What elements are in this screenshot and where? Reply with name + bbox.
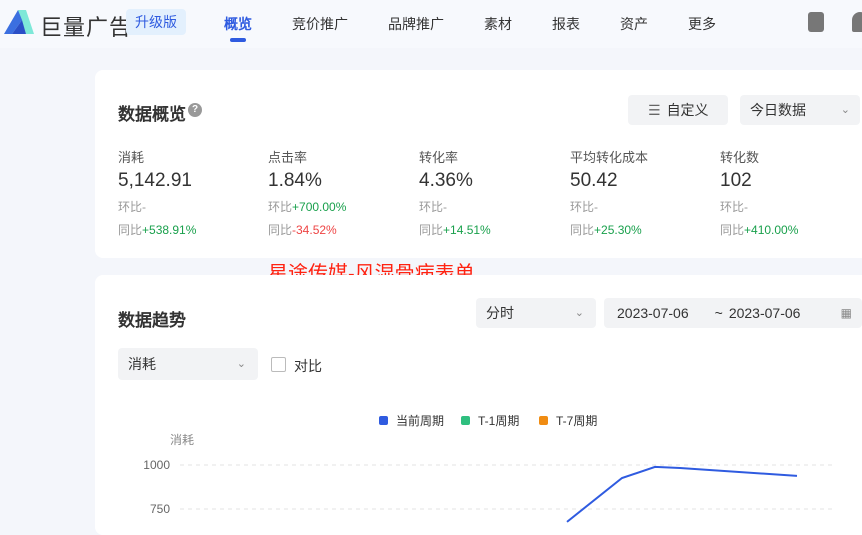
metric-yoy: 同比+14.51% xyxy=(419,223,491,237)
metric-value: 4.36% xyxy=(419,170,473,191)
series-line-0 xyxy=(566,465,798,523)
legend-label: T-7周期 xyxy=(556,414,598,428)
overview-title: 数据概览 xyxy=(118,105,186,124)
metric-yoy: 同比+25.30% xyxy=(570,223,642,237)
customize-label: 自定义 xyxy=(666,102,709,118)
y-axis-label: 消耗 xyxy=(170,433,194,447)
metric-mom: 环比- xyxy=(118,200,146,214)
y-tick-label: 1000 xyxy=(143,458,170,472)
upgrade-badge[interactable]: 升级版 xyxy=(126,9,186,35)
granularity-label: 分时 xyxy=(486,305,514,321)
overview-card xyxy=(95,70,862,258)
legend-swatch xyxy=(379,416,388,425)
metric-label: 消耗 xyxy=(128,356,156,372)
metric-select[interactable]: 消耗 ⌄ xyxy=(118,348,258,380)
nav-brand[interactable]: 品牌推广 xyxy=(388,16,444,32)
top-nav: 巨量广告 升级版 概览 竞价推广 品牌推广 素材 报表 资产 更多 xyxy=(0,0,862,48)
metric-label: 转化数 xyxy=(720,150,760,165)
metric-label: 转化率 xyxy=(419,150,459,165)
y-tick-label: 750 xyxy=(150,502,170,516)
metric-label: 平均转化成本 xyxy=(570,150,649,165)
range-select[interactable]: 今日数据 ⌄ xyxy=(740,95,860,125)
compare-checkbox[interactable] xyxy=(271,357,286,372)
date-separator: ~ xyxy=(714,305,723,321)
date-from[interactable]: 2023-07-06 xyxy=(617,305,689,321)
legend-t7[interactable]: T-7周期 xyxy=(539,412,597,429)
metric-value: 5,142.91 xyxy=(118,170,192,191)
metric-mom: 环比- xyxy=(570,200,598,214)
brand-name: 巨量广告 xyxy=(40,15,133,40)
legend-t1[interactable]: T-1周期 xyxy=(461,412,519,429)
metric-0: 消耗 5,142.91 环比- 同比+538.91% xyxy=(118,147,268,238)
metric-mom: 环比+700.00% xyxy=(268,200,347,214)
chevron-down-icon: ⌄ xyxy=(840,104,850,116)
help-icon[interactable]: ? xyxy=(188,103,202,117)
date-range-picker[interactable]: 2023-07-06 ~2023-07-06 ▦ xyxy=(604,298,862,328)
metric-mom: 环比- xyxy=(720,200,748,214)
metric-value: 50.42 xyxy=(570,170,618,191)
calendar-icon: ▦ xyxy=(840,306,852,320)
list-icon: ☰ xyxy=(648,102,661,118)
metric-value: 102 xyxy=(720,170,752,191)
legend-label: 当前周期 xyxy=(396,414,445,428)
metric-3: 平均转化成本 50.42 环比- 同比+25.30% xyxy=(570,147,720,238)
date-to[interactable]: 2023-07-06 xyxy=(728,305,801,321)
nav-bidding[interactable]: 竞价推广 xyxy=(292,16,348,32)
metric-yoy: 同比-34.52% xyxy=(268,223,337,237)
trend-title: 数据趋势 xyxy=(118,311,186,330)
range-label: 今日数据 xyxy=(750,102,806,118)
nav-material[interactable]: 素材 xyxy=(484,16,512,32)
nav-overview[interactable]: 概览 xyxy=(224,16,252,42)
metric-yoy: 同比+538.91% xyxy=(118,223,197,237)
metric-label: 点击率 xyxy=(268,150,308,165)
metric-2: 转化率 4.36% 环比- 同比+14.51% xyxy=(419,147,569,238)
metric-yoy: 同比+410.00% xyxy=(720,223,799,237)
metric-mom: 环比- xyxy=(419,200,447,214)
legend-swatch xyxy=(461,416,470,425)
metric-1: 点击率 1.84% 环比+700.00% 同比-34.52% xyxy=(268,147,418,238)
legend-label: T-1周期 xyxy=(478,414,520,428)
bell-icon[interactable] xyxy=(852,12,862,32)
chevron-down-icon: ⌄ xyxy=(236,358,246,370)
metric-value: 1.84% xyxy=(268,170,322,191)
chevron-down-icon: ⌄ xyxy=(574,307,584,319)
metric-label: 消耗 xyxy=(118,150,145,165)
metric-4: 转化数 102 环比- 同比+410.00% xyxy=(720,147,862,238)
logo-icon xyxy=(4,10,34,34)
legend-swatch xyxy=(539,416,548,425)
document-icon[interactable] xyxy=(808,12,824,32)
legend-current[interactable]: 当前周期 xyxy=(379,412,444,429)
granularity-select[interactable]: 分时 ⌄ xyxy=(476,298,596,328)
nav-assets[interactable]: 资产 xyxy=(620,16,648,32)
compare-label: 对比 xyxy=(294,358,322,374)
nav-report[interactable]: 报表 xyxy=(552,16,580,32)
customize-button[interactable]: ☰ 自定义 xyxy=(628,95,728,125)
nav-more[interactable]: 更多 xyxy=(688,16,716,32)
